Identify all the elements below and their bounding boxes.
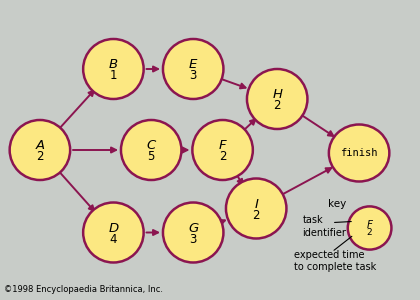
Text: expected time
to complete task: expected time to complete task (294, 250, 376, 272)
Text: 3: 3 (189, 232, 197, 246)
Text: finish: finish (340, 148, 378, 158)
Text: F: F (219, 139, 226, 152)
Text: 2: 2 (273, 99, 281, 112)
Ellipse shape (163, 202, 223, 262)
Ellipse shape (329, 124, 389, 182)
Text: 2: 2 (252, 208, 260, 222)
Text: 4: 4 (110, 232, 117, 246)
Ellipse shape (226, 178, 286, 239)
Text: 2: 2 (219, 150, 226, 163)
Text: 1: 1 (110, 69, 117, 82)
Text: 2: 2 (367, 228, 373, 237)
Ellipse shape (10, 120, 70, 180)
Text: D: D (108, 221, 118, 235)
Text: H: H (272, 88, 282, 101)
Text: A: A (35, 139, 45, 152)
Text: B: B (109, 58, 118, 71)
Text: F: F (367, 220, 373, 230)
Text: E: E (189, 58, 197, 71)
Text: 2: 2 (36, 150, 44, 163)
Ellipse shape (348, 206, 391, 250)
Text: I: I (254, 197, 258, 211)
Text: key: key (328, 199, 346, 209)
Text: G: G (188, 221, 198, 235)
Ellipse shape (121, 120, 181, 180)
Text: task
identifier: task identifier (302, 215, 346, 238)
Text: 5: 5 (147, 150, 155, 163)
Ellipse shape (192, 120, 253, 180)
Ellipse shape (163, 39, 223, 99)
Ellipse shape (247, 69, 307, 129)
Ellipse shape (83, 39, 144, 99)
Text: 3: 3 (189, 69, 197, 82)
Text: ©1998 Encyclopaedia Britannica, Inc.: ©1998 Encyclopaedia Britannica, Inc. (4, 285, 163, 294)
Text: C: C (147, 139, 156, 152)
Ellipse shape (83, 202, 144, 262)
